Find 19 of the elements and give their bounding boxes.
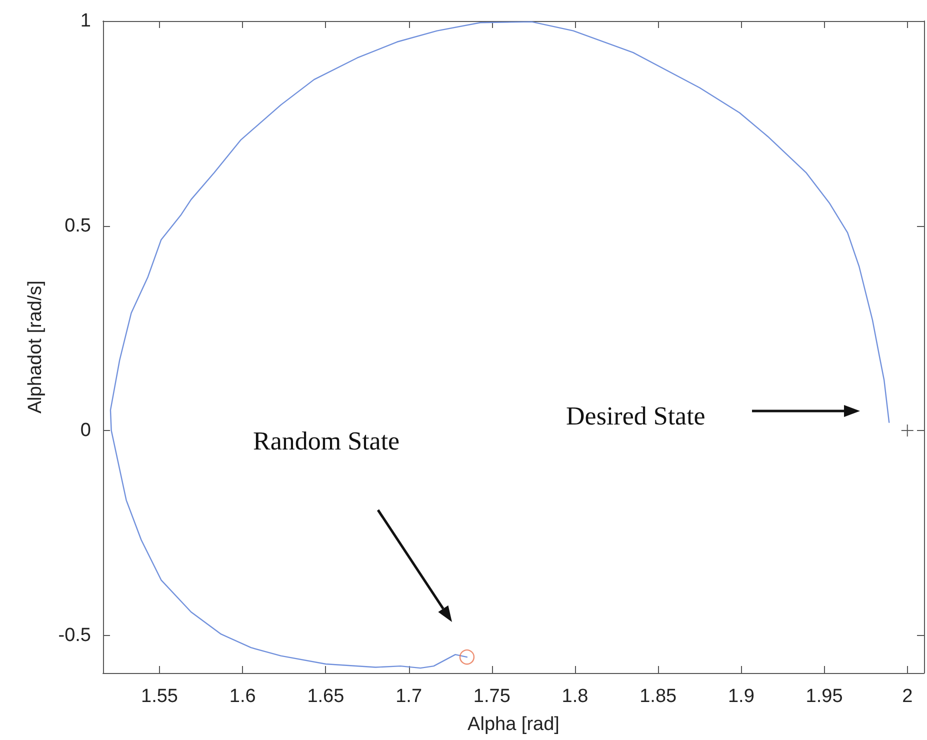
y-tick-label: -0.5 bbox=[58, 624, 91, 646]
x-tick-label: 1.55 bbox=[141, 686, 178, 707]
x-axis-title: Alpha [rad] bbox=[468, 714, 560, 735]
x-tick-label: 1.95 bbox=[806, 686, 843, 707]
y-tick-label: 0.5 bbox=[64, 215, 91, 236]
y-tick-label: 1 bbox=[80, 10, 91, 32]
y-axis-title: Alphadot [rad/s] bbox=[25, 280, 46, 414]
x-tick-label: 1.9 bbox=[728, 686, 754, 707]
x-tick-label: 1.6 bbox=[229, 686, 256, 707]
y-tick-label: 0 bbox=[80, 420, 91, 442]
x-tick-label: 1.65 bbox=[307, 686, 344, 707]
x-tick-label: 1.85 bbox=[640, 686, 677, 707]
annotation: Random State bbox=[253, 426, 400, 456]
x-tick-label: 1.7 bbox=[396, 686, 422, 707]
x-tick-label: 1.75 bbox=[473, 686, 510, 707]
x-tick-label: 1.8 bbox=[562, 686, 588, 707]
x-tick-label: 2 bbox=[902, 686, 913, 707]
line-series bbox=[110, 21, 890, 669]
annotation: Desired State bbox=[566, 402, 706, 430]
